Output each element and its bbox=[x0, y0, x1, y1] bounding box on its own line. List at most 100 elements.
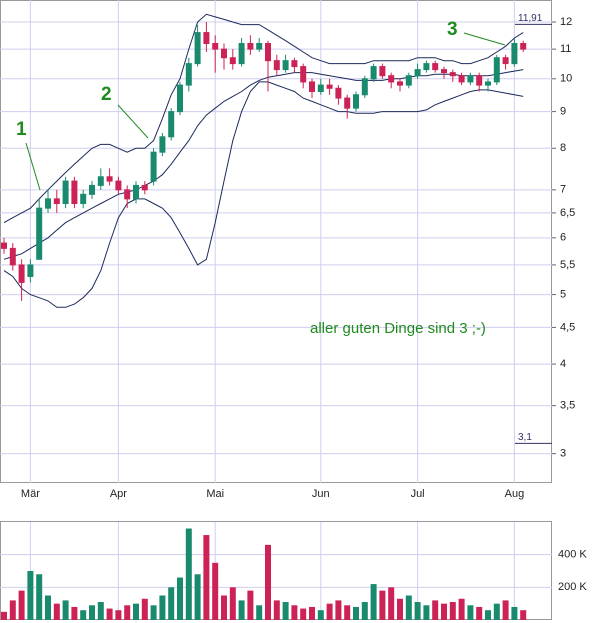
y-tick-label: 10 bbox=[560, 73, 572, 85]
candle-body bbox=[467, 75, 474, 83]
y-tick-label: 6 bbox=[560, 232, 566, 244]
y-tick-label: 6,5 bbox=[560, 207, 575, 219]
candle-body bbox=[62, 180, 69, 204]
candle-body bbox=[502, 57, 509, 65]
candle-body bbox=[370, 66, 377, 80]
candle-body bbox=[388, 75, 395, 83]
volume-bar bbox=[238, 600, 245, 620]
candle-body bbox=[449, 72, 456, 77]
candle-body bbox=[9, 247, 16, 266]
candle-body bbox=[379, 66, 386, 77]
volume-bar bbox=[317, 610, 324, 620]
candle-body bbox=[36, 207, 43, 260]
candle-body bbox=[326, 84, 333, 89]
volume-bar bbox=[221, 595, 227, 620]
candle-body bbox=[133, 184, 139, 200]
x-tick-label: Mai bbox=[206, 488, 224, 500]
candle-body bbox=[194, 32, 201, 65]
volume-bar bbox=[27, 571, 34, 620]
y-tick-label: 5,5 bbox=[560, 259, 575, 271]
y-tick-label: 4,5 bbox=[560, 321, 575, 333]
volume-bar bbox=[300, 608, 307, 620]
volume-bar bbox=[212, 562, 219, 620]
candle-body bbox=[27, 264, 34, 277]
candle-body bbox=[414, 69, 421, 77]
y-tick-label: 11 bbox=[560, 43, 571, 55]
volume-bar bbox=[168, 587, 175, 620]
candle-body bbox=[432, 63, 439, 71]
volume-bar bbox=[282, 602, 289, 620]
candle-body bbox=[476, 75, 483, 86]
volume-bar bbox=[62, 600, 69, 620]
candle-body bbox=[53, 198, 60, 204]
candle-body bbox=[18, 264, 25, 283]
volume-bar bbox=[388, 587, 395, 620]
volume-bar bbox=[476, 606, 483, 620]
candle-body bbox=[344, 97, 351, 109]
volume-bar bbox=[335, 600, 342, 620]
volume-bar bbox=[97, 602, 104, 620]
y-tick-label: 8 bbox=[560, 142, 566, 154]
volume-bar bbox=[511, 606, 518, 620]
candle-body bbox=[353, 94, 359, 109]
candle-body bbox=[423, 63, 430, 71]
x-tick-label: Mär bbox=[21, 488, 40, 500]
x-tick-label: Jul bbox=[411, 488, 425, 500]
volume-bar bbox=[361, 602, 368, 620]
y-tick-label: 9 bbox=[560, 106, 566, 118]
volume-bar bbox=[141, 598, 148, 620]
candle-body bbox=[458, 75, 465, 83]
candle-body bbox=[185, 63, 192, 86]
candle-body bbox=[97, 176, 104, 186]
volume-bar bbox=[177, 577, 183, 620]
volume-bar bbox=[520, 610, 527, 620]
candle-body bbox=[256, 43, 263, 50]
volume-bar bbox=[458, 598, 465, 620]
volume-bar bbox=[185, 528, 192, 620]
candle-body bbox=[229, 57, 236, 65]
volume-bar bbox=[441, 603, 447, 620]
volume-bar bbox=[36, 574, 43, 620]
volume-bar bbox=[45, 595, 51, 620]
candle-body bbox=[221, 48, 227, 59]
volume-bar bbox=[449, 602, 456, 620]
candle-body bbox=[273, 60, 280, 71]
candle-body bbox=[238, 43, 245, 65]
y-tick-label: 7 bbox=[560, 184, 566, 196]
volume-bar bbox=[194, 574, 201, 620]
candle-body bbox=[71, 180, 78, 204]
annotation: aller guten Dinge sind 3 ;-) bbox=[310, 320, 486, 337]
candle-body bbox=[45, 198, 51, 209]
candle-body bbox=[282, 60, 289, 71]
candle-body bbox=[150, 151, 157, 182]
arrow bbox=[463, 32, 506, 46]
price-frame bbox=[0, 0, 552, 483]
volume-bar bbox=[423, 605, 430, 620]
volume-bar bbox=[291, 605, 298, 620]
candle-body bbox=[80, 193, 87, 204]
volume-bar bbox=[485, 610, 491, 620]
candle-body bbox=[405, 75, 412, 86]
candle-body bbox=[511, 43, 518, 65]
price-marker-label: 11,91 bbox=[518, 13, 543, 24]
volume-bar bbox=[9, 600, 16, 620]
candle-body bbox=[397, 81, 403, 86]
y-tick-label: 5 bbox=[560, 289, 566, 301]
volume-bar bbox=[80, 610, 87, 620]
volume-bar bbox=[115, 610, 122, 620]
x-tick-label: Apr bbox=[110, 488, 127, 500]
price-marker-label: 3,1 bbox=[518, 432, 532, 443]
volume-bar bbox=[159, 595, 166, 620]
volume-bar bbox=[89, 605, 95, 620]
candle-body bbox=[115, 180, 122, 191]
y-tick-label: 12 bbox=[560, 16, 572, 28]
volume-bar bbox=[344, 605, 351, 620]
y-tick-label: 400 K bbox=[558, 549, 587, 561]
volume-bar bbox=[265, 544, 271, 620]
candle-body bbox=[168, 111, 175, 138]
annotation: 1 bbox=[16, 119, 27, 140]
volume-bar bbox=[256, 605, 263, 620]
y-tick-label: 200 K bbox=[558, 581, 587, 593]
volume-bar bbox=[493, 603, 500, 620]
